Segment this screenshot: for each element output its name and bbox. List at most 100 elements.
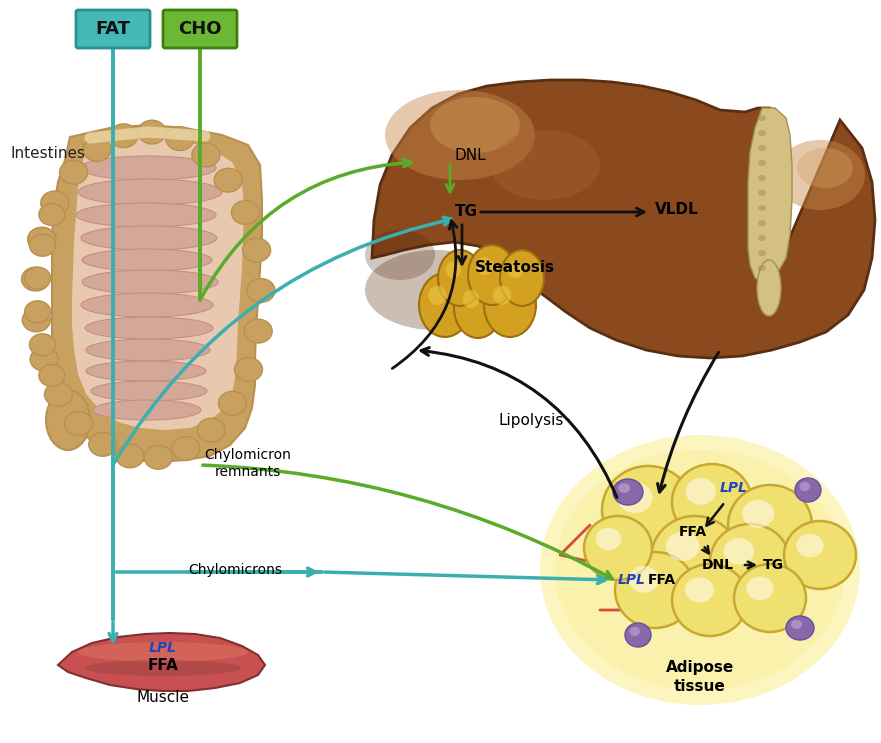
Ellipse shape	[746, 577, 774, 600]
Text: Intestines: Intestines	[10, 146, 85, 161]
Text: TG: TG	[762, 558, 783, 572]
Ellipse shape	[21, 267, 49, 291]
Ellipse shape	[110, 124, 137, 148]
Ellipse shape	[757, 260, 781, 316]
Ellipse shape	[78, 642, 248, 662]
Ellipse shape	[613, 479, 643, 505]
Ellipse shape	[630, 627, 640, 636]
Ellipse shape	[39, 365, 65, 386]
Text: DNL: DNL	[455, 148, 486, 163]
Ellipse shape	[454, 278, 502, 338]
Ellipse shape	[385, 90, 535, 180]
Ellipse shape	[22, 308, 50, 332]
Ellipse shape	[493, 286, 511, 305]
Ellipse shape	[758, 115, 766, 121]
Ellipse shape	[30, 347, 58, 371]
Ellipse shape	[29, 334, 56, 356]
Ellipse shape	[758, 235, 766, 241]
Ellipse shape	[618, 483, 630, 493]
Ellipse shape	[46, 390, 90, 450]
Ellipse shape	[25, 267, 50, 289]
Ellipse shape	[734, 564, 806, 632]
Ellipse shape	[758, 175, 766, 181]
Ellipse shape	[446, 262, 461, 278]
Ellipse shape	[795, 478, 821, 502]
Ellipse shape	[81, 226, 217, 250]
Ellipse shape	[786, 616, 814, 640]
Ellipse shape	[555, 450, 845, 690]
Text: Chylomicrons: Chylomicrons	[188, 563, 282, 577]
Ellipse shape	[758, 265, 766, 271]
Ellipse shape	[758, 205, 766, 211]
Ellipse shape	[796, 533, 824, 557]
Ellipse shape	[672, 564, 748, 636]
Ellipse shape	[477, 257, 493, 275]
Text: Chylomicron
remnants: Chylomicron remnants	[204, 448, 292, 479]
Ellipse shape	[800, 482, 810, 491]
Ellipse shape	[758, 250, 766, 256]
Ellipse shape	[82, 270, 218, 294]
Ellipse shape	[81, 293, 213, 317]
Ellipse shape	[758, 220, 766, 226]
Ellipse shape	[629, 566, 659, 593]
Ellipse shape	[28, 227, 56, 251]
Ellipse shape	[93, 400, 201, 420]
Text: VLDL: VLDL	[655, 203, 699, 218]
Ellipse shape	[743, 500, 774, 528]
Ellipse shape	[64, 412, 93, 435]
Ellipse shape	[138, 120, 166, 144]
Ellipse shape	[82, 249, 212, 271]
Ellipse shape	[172, 437, 200, 461]
Ellipse shape	[438, 250, 482, 306]
Text: Lipolysis: Lipolysis	[498, 413, 563, 428]
Ellipse shape	[484, 273, 536, 337]
Ellipse shape	[39, 204, 65, 225]
Ellipse shape	[91, 381, 207, 401]
Ellipse shape	[166, 127, 194, 151]
Ellipse shape	[507, 262, 523, 278]
Text: FFA: FFA	[148, 658, 178, 672]
Ellipse shape	[197, 418, 226, 442]
Polygon shape	[372, 80, 875, 358]
Ellipse shape	[685, 478, 716, 504]
Ellipse shape	[28, 227, 56, 251]
Ellipse shape	[500, 250, 544, 306]
Ellipse shape	[758, 160, 766, 166]
Ellipse shape	[784, 521, 856, 589]
Ellipse shape	[25, 301, 50, 322]
Ellipse shape	[596, 528, 621, 551]
Ellipse shape	[78, 179, 222, 205]
Ellipse shape	[29, 234, 56, 256]
Ellipse shape	[490, 130, 600, 200]
Ellipse shape	[234, 357, 263, 381]
Ellipse shape	[214, 168, 242, 192]
Ellipse shape	[86, 361, 206, 381]
Text: TG: TG	[455, 204, 478, 219]
Polygon shape	[52, 125, 262, 462]
Text: FFA: FFA	[679, 525, 707, 539]
Text: DNL: DNL	[702, 558, 734, 572]
Ellipse shape	[584, 516, 652, 580]
Ellipse shape	[758, 145, 766, 151]
Ellipse shape	[710, 524, 790, 600]
Ellipse shape	[602, 466, 694, 554]
Ellipse shape	[758, 190, 766, 196]
Ellipse shape	[83, 137, 111, 161]
Ellipse shape	[85, 660, 241, 676]
Text: Steatosis: Steatosis	[475, 261, 555, 276]
Ellipse shape	[247, 279, 275, 302]
Polygon shape	[58, 633, 265, 691]
Ellipse shape	[625, 623, 651, 647]
Ellipse shape	[758, 130, 766, 136]
Text: Adipose
tissue: Adipose tissue	[666, 660, 734, 694]
Ellipse shape	[419, 273, 471, 337]
Ellipse shape	[60, 160, 87, 184]
Text: CHO: CHO	[178, 20, 222, 38]
Polygon shape	[72, 138, 244, 430]
Ellipse shape	[685, 577, 714, 603]
Text: FFA: FFA	[648, 573, 676, 587]
Ellipse shape	[192, 143, 220, 167]
Text: Muscle: Muscle	[137, 690, 189, 706]
Ellipse shape	[41, 191, 69, 215]
Ellipse shape	[430, 97, 520, 153]
